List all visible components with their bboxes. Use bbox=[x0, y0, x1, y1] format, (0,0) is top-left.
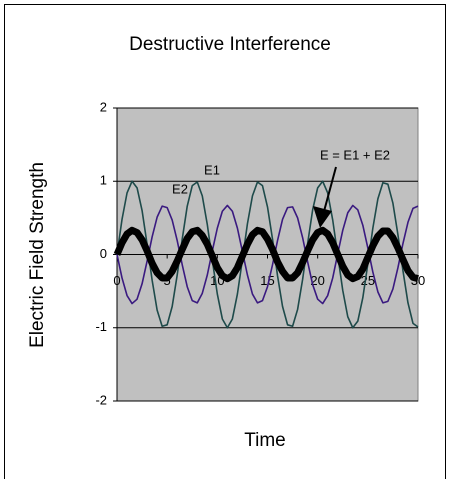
y-tick-label: 0 bbox=[100, 246, 107, 261]
y-tick-label: -1 bbox=[95, 319, 107, 334]
annotation-arrow bbox=[322, 166, 337, 216]
annotation: E = E1 + E2 bbox=[320, 147, 390, 162]
y-axis-label: Electric Field Strength bbox=[27, 162, 48, 348]
x-axis-label: Time bbox=[244, 430, 286, 451]
y-tick-label: 2 bbox=[100, 99, 107, 114]
x-tick-label: 15 bbox=[260, 273, 274, 288]
x-tick-label: 20 bbox=[310, 273, 324, 288]
annotation: E2 bbox=[172, 181, 188, 196]
x-tick-label: 0 bbox=[113, 273, 120, 288]
y-tick-label: -2 bbox=[95, 392, 107, 407]
annotation-arrowhead bbox=[313, 206, 332, 228]
y-tick-label: 1 bbox=[100, 173, 107, 188]
annotation: E1 bbox=[204, 162, 220, 177]
series-line bbox=[113, 226, 419, 283]
series-line bbox=[116, 204, 419, 305]
chart-title: Destructive Interference bbox=[129, 34, 331, 55]
